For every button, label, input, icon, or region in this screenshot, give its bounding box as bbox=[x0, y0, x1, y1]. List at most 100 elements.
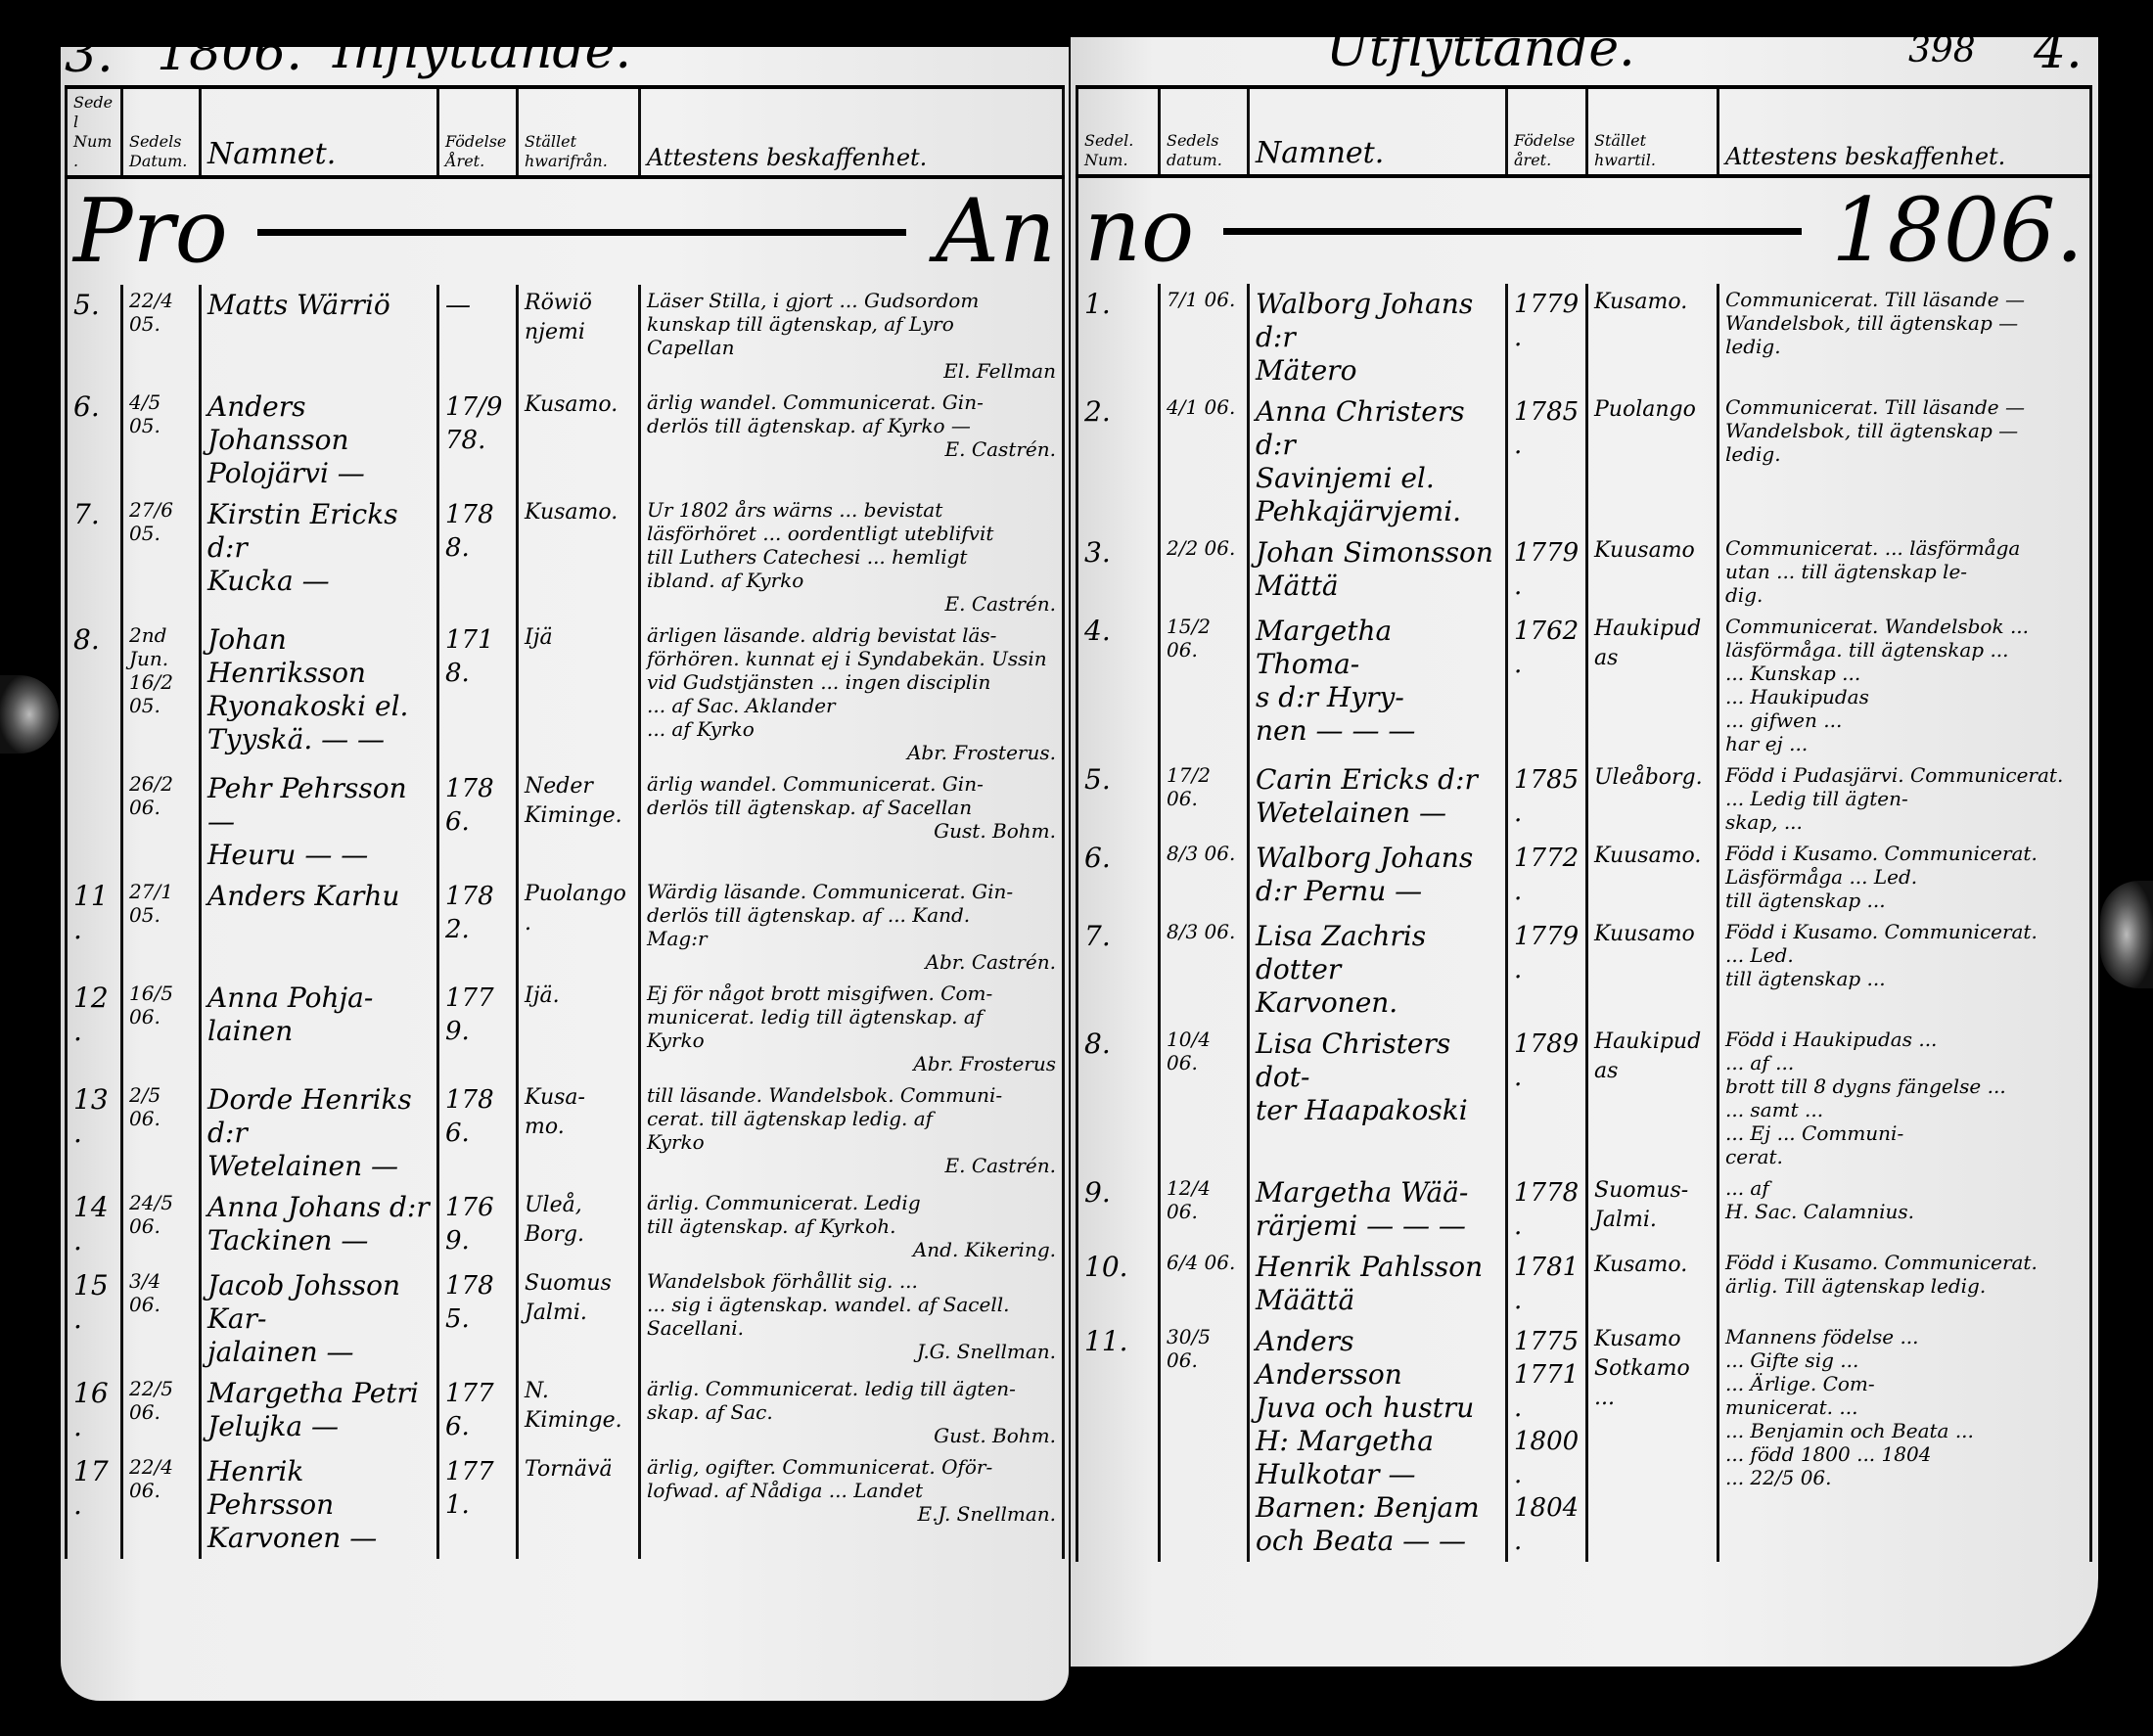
left-entry-row: 8. 2nd Jun. 16/2 05. Johan Henriksson Ryona… bbox=[65, 619, 1065, 768]
entry-attest-cell: Communicerat. ... läsförmåga utan ... til… bbox=[1717, 532, 2092, 611]
entry-birth-year: 1782. bbox=[445, 882, 494, 944]
entry-date: 3/4 06. bbox=[129, 1269, 161, 1316]
entry-attest-line: Läser Stilla, i gjort ... Gudsordom bbox=[647, 289, 980, 312]
right-banner-cell: no 1806. bbox=[1076, 176, 2092, 284]
entry-birth-year-cell: 1785. bbox=[1505, 391, 1588, 532]
page-title-left: Inflyttande. bbox=[333, 22, 631, 80]
entry-attest-line: derlös till ägtenskap. af ... Kand. bbox=[647, 903, 971, 927]
folio-number: 398 bbox=[1908, 30, 1976, 70]
right-header-sedel-datum: Sedels datum. bbox=[1158, 85, 1250, 178]
entry-signature: E. Castrén. bbox=[944, 437, 1056, 461]
left-header-row: Sedel Num. Sedels Datum. Namnet. Födelse År… bbox=[65, 85, 1065, 179]
entry-date-cell: 22/5 06. bbox=[120, 1373, 202, 1451]
right-entry-row: 3. 2/2 06. Johan Simonsson Mättä 1779. Kuusam… bbox=[1076, 532, 2092, 611]
entry-place: N. Kiminge. bbox=[525, 1379, 622, 1433]
entry-attest-line: Communicerat. ... läsförmåga bbox=[1725, 536, 2021, 560]
entry-name: Anna Christers d:r bbox=[1256, 395, 1465, 461]
entry-name: och Beata — — bbox=[1256, 1525, 1467, 1557]
entry-place: Uleå, bbox=[525, 1193, 582, 1217]
left-entry-row: 13. 2/5 06. Dorde Henriks d:r Wetelainen —1… bbox=[65, 1079, 1065, 1187]
entry-number-cell: 6. bbox=[65, 387, 123, 494]
entry-place: Kuusamo bbox=[1594, 538, 1695, 563]
entry-name-cell: Anders Andersson Juva och hustru H: Marget… bbox=[1247, 1321, 1508, 1562]
entry-birth-year: 1775 bbox=[1514, 1327, 1580, 1356]
page-number-left: 3. bbox=[65, 25, 114, 84]
left-banner-left: Pro bbox=[73, 180, 228, 283]
entry-attest-line: Född i Pudasjärvi. Communicerat. bbox=[1725, 763, 2064, 787]
entry-place: Kusamo. bbox=[1594, 1253, 1688, 1277]
entry-name: Dorde Henriks d:r bbox=[207, 1083, 412, 1149]
entry-name: Jelujka — bbox=[207, 1410, 340, 1442]
entry-attest-line: ärlig wandel. Communicerat. Gin- bbox=[647, 390, 984, 414]
right-header-namnet: Namnet. bbox=[1247, 85, 1508, 178]
left-banner-row: Pro An bbox=[65, 177, 1065, 285]
entry-number: 7. bbox=[73, 498, 100, 530]
entry-place: Sotkamo bbox=[1594, 1356, 1690, 1381]
entry-birth-year-cell: 1786. bbox=[436, 768, 519, 876]
entry-place: Puolango bbox=[1594, 397, 1696, 422]
entry-attest-line: Communicerat. Till läsande — bbox=[1725, 288, 2025, 311]
entry-name: lainen bbox=[207, 1015, 294, 1047]
left-entry-row: 16. 22/5 06. Margetha Petri Jelujka —1776. N… bbox=[65, 1373, 1065, 1451]
left-register-header: Sedel Num. Sedels Datum. Namnet. Födelse År… bbox=[65, 85, 1065, 179]
entry-number-cell: 9. bbox=[1076, 1172, 1161, 1247]
left-header-sedel-num: Sedel Num. bbox=[65, 85, 123, 179]
entry-attest-line: ... af Kyrko bbox=[647, 717, 755, 741]
entry-date-cell: 22/4 05. bbox=[120, 285, 202, 387]
entry-place-cell: Kusa-mo. bbox=[516, 1079, 641, 1187]
entry-name: Lisa Zachris dotter bbox=[1256, 920, 1427, 985]
entry-date: 27/6 05. bbox=[129, 498, 173, 545]
entry-attest-line: Född i Haukipudas ... bbox=[1725, 1028, 1938, 1051]
right-entry-row: 1. 7/1 06. Walborg Johans d:r Mätero 1779. Ku… bbox=[1076, 284, 2092, 391]
entry-name-cell: Margetha Wää-rärjemi — — — bbox=[1247, 1172, 1508, 1247]
right-header-fodelsear: Födelse året. bbox=[1505, 85, 1588, 178]
left-header-sedel-datum: Sedels Datum. bbox=[120, 85, 202, 179]
entry-name: Margetha Petri bbox=[207, 1377, 419, 1409]
left-header-fodelsear: Födelse Året. bbox=[436, 85, 519, 179]
entry-attest-line: Capellan bbox=[647, 336, 735, 359]
entry-name: Ryonakoski el. bbox=[207, 690, 409, 722]
entry-date-cell: 3/4 06. bbox=[120, 1265, 202, 1373]
left-entry-row: 12. 16/5 06. Anna Pohja-lainen 1779. Ijä. Ej … bbox=[65, 978, 1065, 1079]
entry-place-cell: Haukipudas bbox=[1585, 611, 1719, 759]
entry-place: Kusamo. bbox=[525, 500, 618, 525]
entry-attest-line: Sacellani. bbox=[647, 1316, 745, 1340]
entry-place-cell: Röwiö njemi bbox=[516, 285, 641, 387]
left-entry-row: 17. 22/4 06. Henrik Pehrsson Karvonen —1771… bbox=[65, 1451, 1065, 1559]
entry-place: Kuusamo bbox=[1594, 922, 1695, 946]
entry-date: 22/5 06. bbox=[129, 1377, 173, 1424]
left-header-attest: Attestens beskaffenhet. bbox=[638, 85, 1065, 179]
entry-number-cell: 6. bbox=[1076, 838, 1161, 916]
entry-place-cell: Uleå, Borg. bbox=[516, 1187, 641, 1265]
entry-attest-line: Mannens födelse ... bbox=[1725, 1325, 1919, 1348]
entry-birth-year: 1779. bbox=[1514, 538, 1580, 601]
entry-birth-year: 1762. bbox=[1514, 617, 1580, 679]
entry-name: Henrik Pahlsson bbox=[1256, 1251, 1484, 1283]
entry-attest-line: ledig. bbox=[1725, 335, 1781, 358]
left-entry-row: 26/2 06. Pehr Pehrsson — Heuru — —1786. Ned… bbox=[65, 768, 1065, 876]
entry-birth-year-cell: 1776. bbox=[436, 1373, 519, 1451]
entry-date: 10/4 06. bbox=[1167, 1028, 1211, 1074]
entry-birth-year: — bbox=[445, 291, 471, 320]
entry-place-cell: Puolango bbox=[1585, 391, 1719, 532]
entry-date-cell: 17/2 06. bbox=[1158, 759, 1250, 838]
entry-attest-cell: ärlig wandel. Communicerat. Gin-derlös t… bbox=[638, 768, 1065, 876]
entry-number-cell: 5. bbox=[1076, 759, 1161, 838]
entry-attest-line: läsförhöret ... oordentligt uteblifvit bbox=[647, 522, 994, 545]
entry-number-cell: 11. bbox=[1076, 1321, 1161, 1562]
entry-attest-line: ... Kunskap ... bbox=[1725, 662, 1861, 685]
entry-place-cell: Kusamo. bbox=[1585, 284, 1719, 391]
entry-date: 2/5 06. bbox=[129, 1083, 161, 1130]
entry-place: ... bbox=[1594, 1386, 1615, 1410]
entry-attest-line: Wandelsbok förhållit sig. ... bbox=[647, 1269, 918, 1293]
entry-number: 17. bbox=[73, 1455, 109, 1521]
entry-name-cell: Lisa Christers dot-ter Haapakoski bbox=[1247, 1024, 1508, 1172]
entry-number-cell: 8. bbox=[1076, 1024, 1161, 1172]
entry-place: Jalmi. bbox=[1594, 1208, 1657, 1232]
entry-name: s d:r Hyry- bbox=[1256, 681, 1404, 713]
entry-attest-line: ... Gifte sig ... bbox=[1725, 1348, 1859, 1372]
entry-birth-year-cell: 1786. bbox=[436, 1079, 519, 1187]
entry-place: Kusamo bbox=[1594, 1327, 1681, 1351]
entry-attest-cell: ärlig. Communicerat. ledig till ägten-sk… bbox=[638, 1373, 1065, 1451]
entry-name-cell: Anders Karhu bbox=[199, 876, 439, 978]
